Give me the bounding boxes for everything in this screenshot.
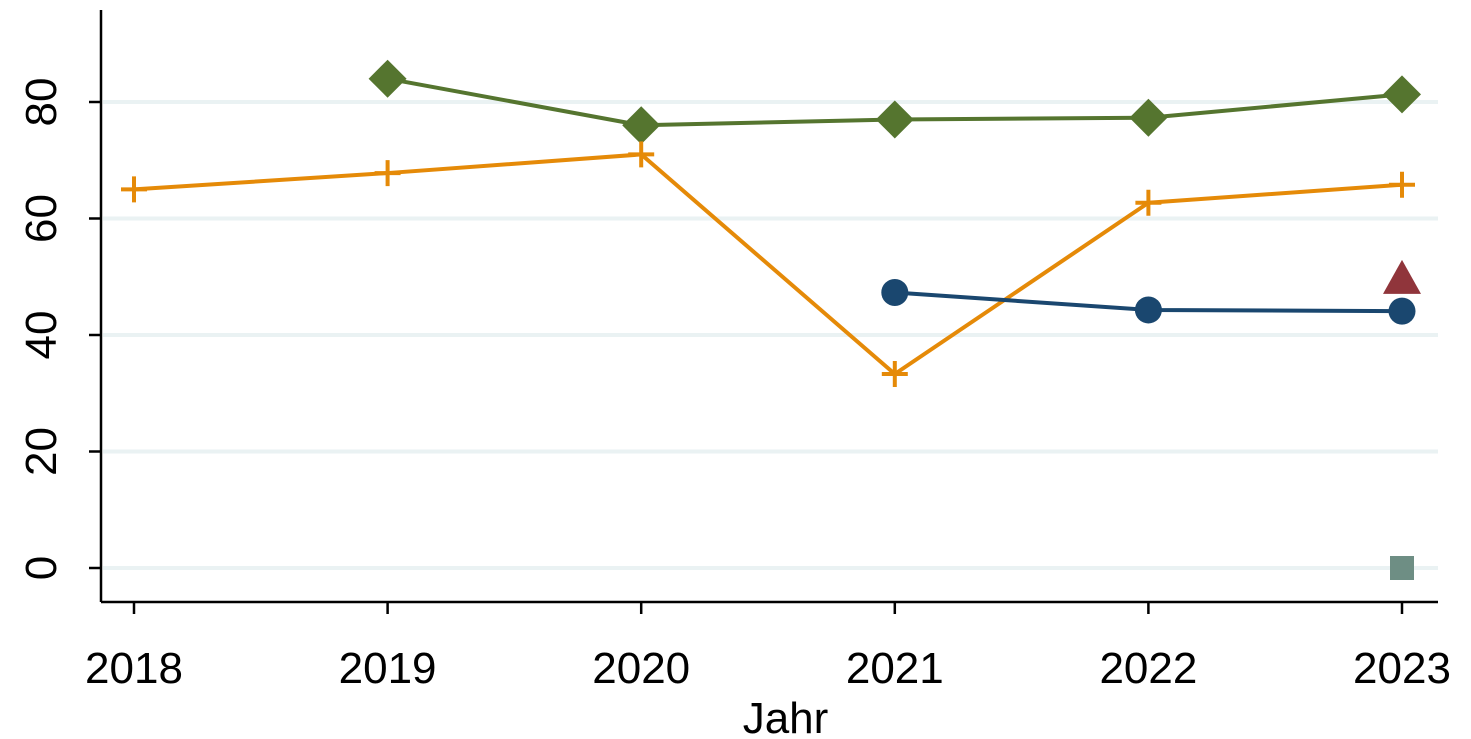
axes <box>99 10 1438 604</box>
square-marker <box>1390 556 1414 580</box>
x-tick-label: 2020 <box>592 644 690 693</box>
circle-marker <box>881 278 909 306</box>
y-tick-label: 20 <box>17 427 66 476</box>
x-tick-label: 2023 <box>1353 644 1451 693</box>
circle-marker <box>1134 296 1162 324</box>
plus-marker <box>374 160 401 187</box>
y-tick-label: 40 <box>17 311 66 360</box>
y-tick-label: 60 <box>17 194 66 243</box>
y-tick-label: 0 <box>17 556 66 580</box>
y-tick-label: 80 <box>17 78 66 127</box>
series-line <box>133 152 1403 377</box>
y-ticks: 0 20 40 60 80 <box>17 78 101 580</box>
plus-marker <box>121 176 147 203</box>
diamond-marker <box>622 106 661 145</box>
plus-marker <box>1389 171 1415 198</box>
plus-marker <box>881 361 908 388</box>
diamond-marker <box>1383 75 1421 114</box>
series-triangle <box>1383 259 1421 294</box>
x-ticks: 2018 2019 2020 2021 2022 2023 <box>85 602 1451 693</box>
series-diamond <box>368 59 1421 145</box>
circle-marker <box>1388 297 1416 325</box>
x-tick-label: 2021 <box>846 644 944 693</box>
series-square <box>1390 556 1414 580</box>
plus-marker <box>628 141 655 168</box>
diamond-marker <box>875 100 914 139</box>
triangle-marker <box>1383 259 1421 294</box>
x-tick-label: 2022 <box>1099 644 1197 693</box>
plus-marker <box>1135 189 1162 216</box>
x-axis-title: Jahr <box>743 694 829 739</box>
x-tick-label: 2018 <box>85 644 183 693</box>
x-tick-label: 2019 <box>339 644 437 693</box>
series-group <box>121 59 1421 580</box>
gridlines <box>103 100 1438 570</box>
diamond-marker <box>1129 98 1168 137</box>
series-circle <box>881 278 1416 325</box>
diamond-marker <box>368 59 407 98</box>
series-plus <box>121 141 1415 388</box>
